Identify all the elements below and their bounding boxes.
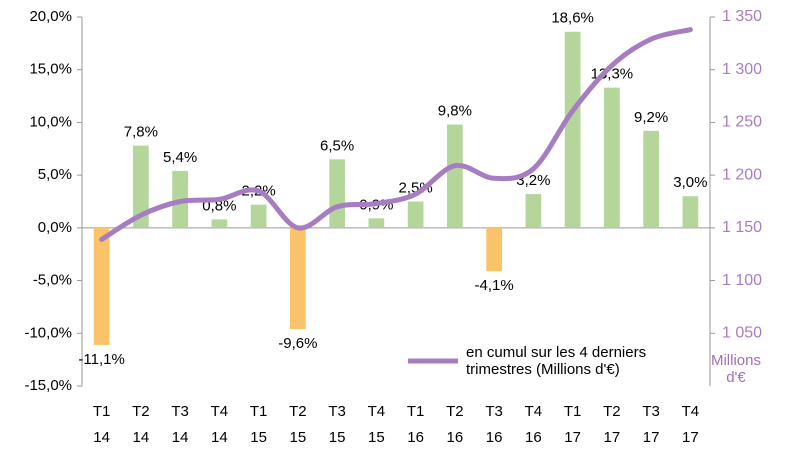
x-tick-label: 14 bbox=[172, 429, 189, 446]
y-tick-label: 0,0% bbox=[38, 219, 72, 236]
value-label: 5,4% bbox=[163, 149, 197, 166]
bar bbox=[329, 159, 345, 228]
line bbox=[99, 27, 693, 242]
x-tick-label: T1 bbox=[564, 403, 582, 420]
y2-tick-label: 1 150 bbox=[722, 219, 762, 236]
x-tick-label: T4 bbox=[682, 403, 700, 420]
x-tick-label: 16 bbox=[486, 429, 503, 446]
legend-label: en cumul sur les 4 derniers trimestres (… bbox=[466, 344, 647, 378]
x-tick-label: T3 bbox=[642, 403, 660, 420]
y2-tick-label: 1 100 bbox=[722, 272, 762, 289]
x-tick-label: 15 bbox=[250, 429, 267, 446]
y2-axis-label: Millions d'€ bbox=[710, 352, 761, 386]
y2-tick-label: 1 050 bbox=[722, 325, 762, 342]
value-label: -9,6% bbox=[278, 335, 317, 352]
x-tick-label: T2 bbox=[603, 403, 621, 420]
y-tick-label: -15,0% bbox=[24, 377, 72, 394]
x-tick-label: 14 bbox=[93, 429, 110, 446]
x-tick-label: T4 bbox=[368, 403, 386, 420]
y-tick-label: 10,0% bbox=[29, 113, 72, 130]
bar bbox=[486, 227, 502, 272]
bar bbox=[290, 227, 306, 330]
x-tick-label: 17 bbox=[682, 429, 699, 446]
value-label: 3,0% bbox=[673, 174, 707, 191]
bar bbox=[564, 31, 581, 228]
x-tick-label: 16 bbox=[447, 429, 464, 446]
value-label: -11,1% bbox=[78, 351, 124, 368]
x-tick-label: T2 bbox=[446, 403, 464, 420]
y2-tick-label: 1 200 bbox=[722, 166, 762, 183]
x-tick-label: 14 bbox=[133, 429, 150, 446]
y-tick-label: 20,0% bbox=[29, 8, 72, 25]
bar bbox=[211, 219, 228, 228]
bar bbox=[368, 218, 385, 228]
bar bbox=[447, 124, 463, 228]
x-tick-label: 15 bbox=[290, 429, 307, 446]
x-tick-label: T3 bbox=[485, 403, 503, 420]
value-label: 9,8% bbox=[438, 103, 472, 120]
y-tick-label: 5,0% bbox=[38, 166, 72, 183]
value-label: -4,1% bbox=[475, 277, 514, 294]
x-tick-label: 14 bbox=[211, 429, 228, 446]
bar bbox=[604, 87, 620, 228]
x-tick-label: T3 bbox=[171, 403, 189, 420]
x-tick-label: 16 bbox=[525, 429, 542, 446]
bar bbox=[93, 227, 110, 345]
value-label: 9,2% bbox=[634, 109, 668, 126]
y-tick-label: 15,0% bbox=[29, 61, 72, 78]
value-label: 7,8% bbox=[124, 124, 158, 141]
bar bbox=[525, 194, 542, 228]
y2-tick-label: 1 250 bbox=[722, 114, 762, 131]
value-label: 6,5% bbox=[320, 137, 354, 154]
x-tick-label: T4 bbox=[525, 403, 543, 420]
value-label: 18,6% bbox=[551, 10, 594, 27]
x-tick-label: 17 bbox=[564, 429, 581, 446]
bar bbox=[133, 145, 149, 228]
x-tick-label: T2 bbox=[132, 403, 150, 420]
x-tick-label: T1 bbox=[407, 403, 425, 420]
bar bbox=[407, 201, 424, 228]
bar bbox=[682, 196, 699, 228]
x-tick-label: T2 bbox=[289, 403, 307, 420]
x-tick-label: 16 bbox=[407, 429, 424, 446]
value-label: 2,5% bbox=[399, 179, 433, 196]
y2-tick-label: 1 350 bbox=[722, 8, 762, 25]
x-tick-label: T3 bbox=[328, 403, 346, 420]
x-tick-label: 17 bbox=[604, 429, 621, 446]
x-tick-label: T1 bbox=[93, 403, 111, 420]
y-tick-label: -5,0% bbox=[33, 272, 72, 289]
x-tick-label: 17 bbox=[643, 429, 660, 446]
x-tick-label: 15 bbox=[368, 429, 385, 446]
x-tick-label: 15 bbox=[329, 429, 346, 446]
x-tick-label: T4 bbox=[211, 403, 229, 420]
bar bbox=[643, 130, 659, 228]
x-tick-label: T1 bbox=[250, 403, 268, 420]
y2-tick-label: 1 300 bbox=[722, 61, 762, 78]
bar bbox=[250, 204, 267, 228]
y-tick-label: -10,0% bbox=[24, 324, 72, 341]
